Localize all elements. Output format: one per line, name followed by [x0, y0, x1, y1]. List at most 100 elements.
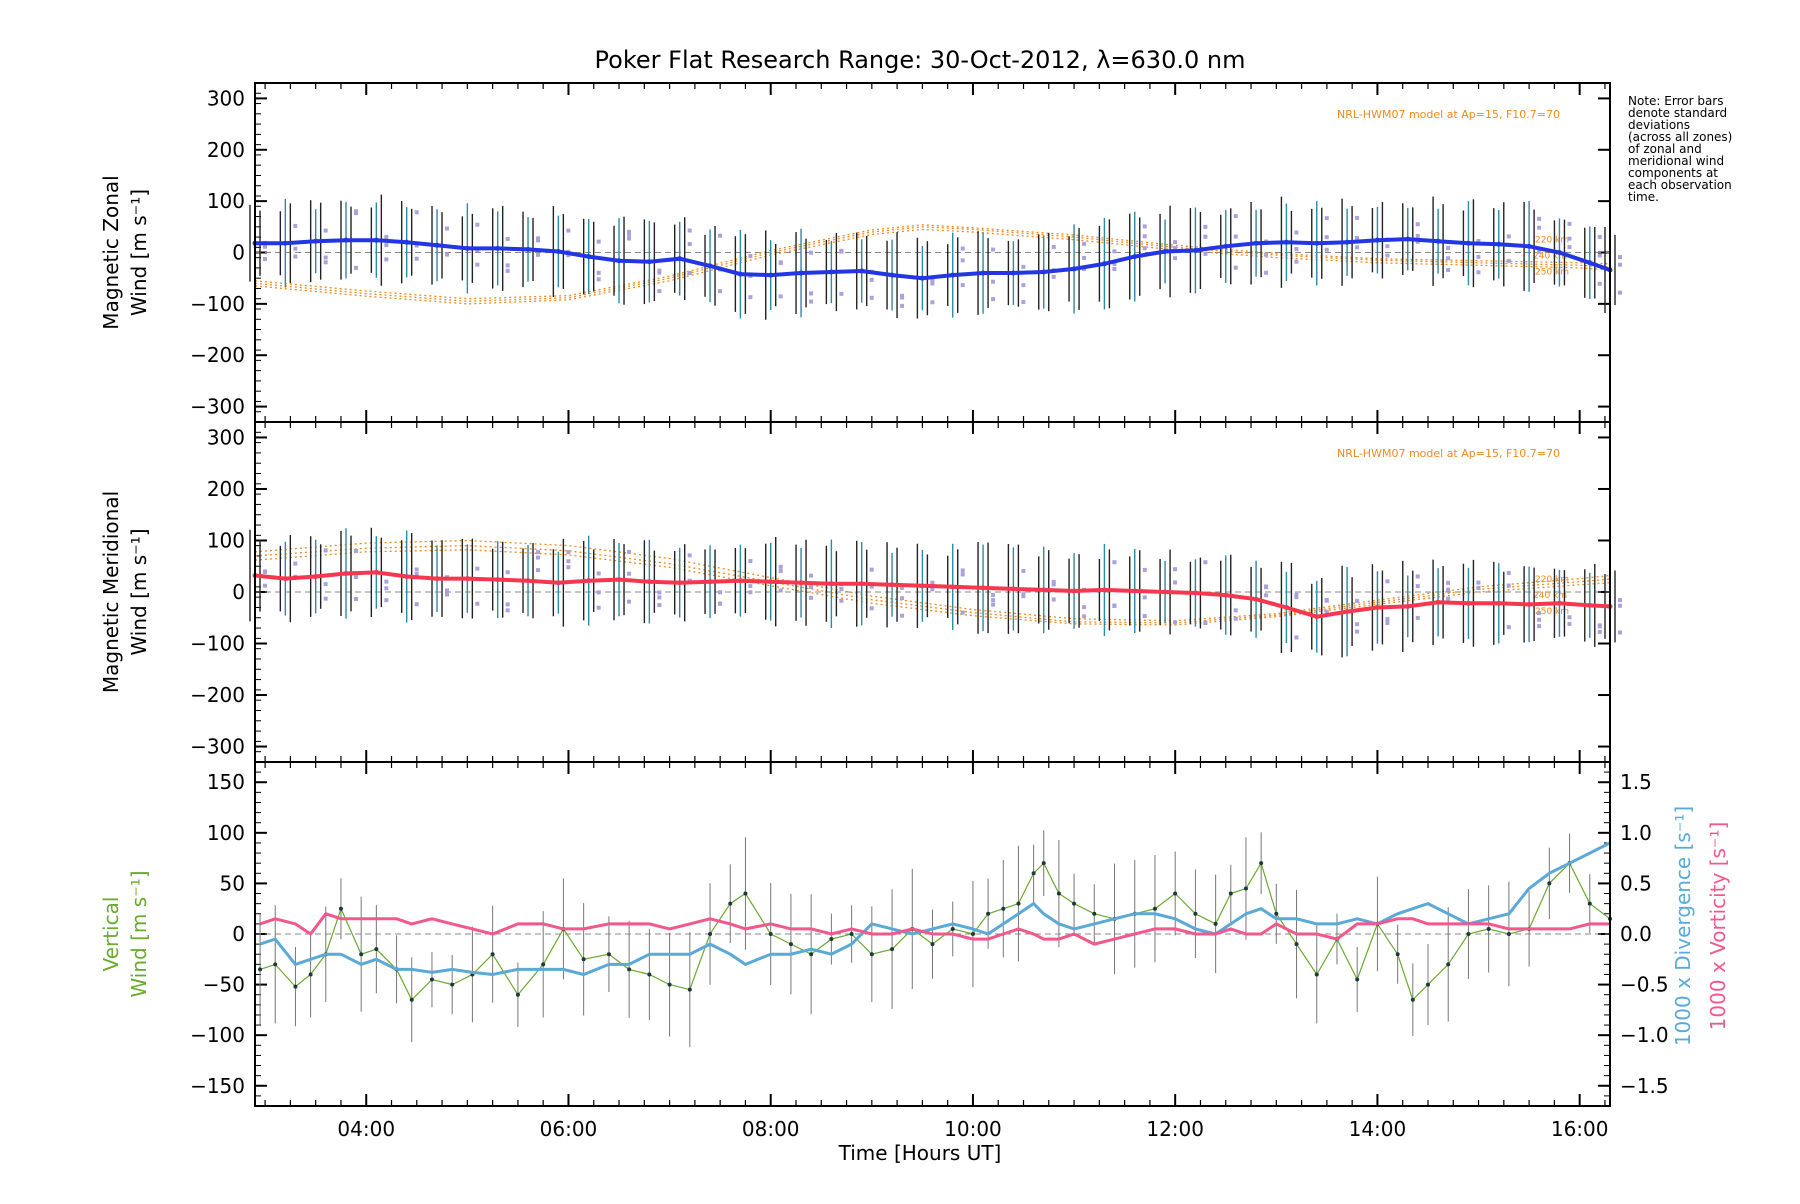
y-tick-label: 200: [207, 138, 245, 162]
y-tick-label: 100: [207, 189, 245, 213]
vertical-wind-point: [359, 952, 364, 957]
scatter-point: [930, 580, 935, 585]
scatter-point: [1324, 609, 1329, 614]
zonal-wind-point: [404, 239, 410, 245]
scatter-point: [1476, 270, 1481, 275]
meridional-wind-point: [1587, 602, 1593, 608]
x-tick-label: 06:00: [540, 1117, 598, 1141]
scatter-point: [505, 570, 510, 575]
y-tick-label: 0.5: [1620, 871, 1652, 895]
scatter-point: [323, 582, 328, 587]
scatter-point: [1294, 247, 1299, 252]
scatter-point: [657, 590, 662, 595]
vertical-wind-point: [1031, 871, 1036, 876]
scatter-point: [536, 568, 541, 573]
scatter-point: [1294, 635, 1299, 640]
zonal-wind-point: [343, 237, 349, 243]
scatter-point: [1112, 603, 1117, 608]
meridional-wind-point: [1405, 603, 1411, 609]
scatter-point: [1446, 268, 1451, 273]
scatter-point: [930, 300, 935, 305]
scatter-point: [1112, 560, 1117, 565]
scatter-point: [1021, 594, 1026, 599]
scatter-point: [505, 268, 510, 273]
vertical-wind-point: [1173, 891, 1178, 896]
scatter-point: [323, 548, 328, 553]
scatter-point: [839, 598, 844, 603]
y-tick-label: −50: [203, 973, 245, 997]
zonal-wind-point: [555, 248, 561, 254]
y-tick-label: 200: [207, 477, 245, 501]
y2-axis-label-text: 1000 x Vorticity [s⁻¹]: [1706, 822, 1730, 1031]
scatter-point: [809, 595, 814, 600]
scatter-point: [1355, 629, 1360, 634]
y-tick-label: 1.5: [1620, 770, 1652, 794]
scatter-point: [323, 596, 328, 601]
scatter-point: [475, 566, 480, 571]
scatter-point: [627, 232, 632, 237]
zonal-wind-point: [434, 242, 440, 248]
scatter-point: [505, 608, 510, 613]
zonal-wind-point: [1192, 247, 1198, 253]
scatter-point: [839, 248, 844, 253]
zonal-wind-point: [616, 258, 622, 264]
scatter-point: [1173, 256, 1178, 261]
model-altitude-label: 250 km: [1535, 268, 1569, 278]
scatter-point: [596, 605, 601, 610]
scatter-point: [1385, 617, 1390, 622]
plot-frame: [254, 761, 1611, 1107]
zonal-wind-point: [1496, 241, 1502, 247]
scatter-point: [445, 592, 450, 597]
scatter-point: [1264, 252, 1269, 257]
zonal-wind-point: [1071, 266, 1077, 272]
scatter-point: [627, 229, 632, 234]
meridional-wind-point: [1374, 604, 1380, 610]
meridional-wind-point: [646, 579, 652, 585]
scatter-point: [991, 602, 996, 607]
scatter-point: [1082, 614, 1087, 619]
scatter-point: [1355, 245, 1360, 250]
scatter-point: [1051, 244, 1056, 249]
scatter-point: [1476, 580, 1481, 585]
scatter-point: [475, 222, 480, 227]
y-tick-label: −150: [190, 1074, 245, 1098]
model-altitude-label: 220 km: [1535, 575, 1569, 585]
vertical-wind-point: [986, 911, 991, 916]
scatter-point: [809, 299, 814, 304]
scatter-point: [536, 238, 541, 243]
model-curve: [254, 549, 1611, 626]
scatter-point: [1021, 568, 1026, 573]
zonal-wind-point: [1526, 243, 1532, 249]
scatter-point: [718, 590, 723, 595]
vertical-wind-point: [409, 997, 414, 1002]
scatter-point: [1476, 254, 1481, 259]
scatter-point: [323, 260, 328, 265]
x-tick-label: 04:00: [337, 1117, 395, 1141]
vertical-wind-point: [1446, 962, 1451, 967]
scatter-point: [657, 268, 662, 273]
scatter-point: [869, 567, 874, 572]
scatter-point: [748, 590, 753, 595]
y-axis-label: Vertical Wind [m s⁻¹]: [99, 870, 151, 997]
scatter-point: [1537, 624, 1542, 629]
zonal-wind-point: [1253, 240, 1259, 246]
scatter-point: [1324, 247, 1329, 252]
y-axis-label-line: Wind [m s⁻¹]: [127, 870, 151, 997]
scatter-point: [1264, 270, 1269, 275]
zonal-wind-point: [798, 270, 804, 276]
scatter-point: [839, 586, 844, 591]
zonal-wind-point: [1465, 240, 1471, 246]
scatter-point: [687, 271, 692, 276]
scatter-point: [1294, 230, 1299, 235]
meridional-wind-point: [1132, 588, 1138, 594]
scatter-point: [627, 549, 632, 554]
meridional-wind-point: [1041, 587, 1047, 593]
scatter-point: [1233, 265, 1238, 270]
scatter-point: [1618, 603, 1622, 608]
vertical-wind-point: [1041, 861, 1046, 866]
zonal-wind-point: [768, 272, 774, 278]
scatter-point: [1567, 221, 1572, 226]
y-tick-label: −1.5: [1620, 1074, 1669, 1098]
zonal-wind-point: [373, 237, 379, 243]
